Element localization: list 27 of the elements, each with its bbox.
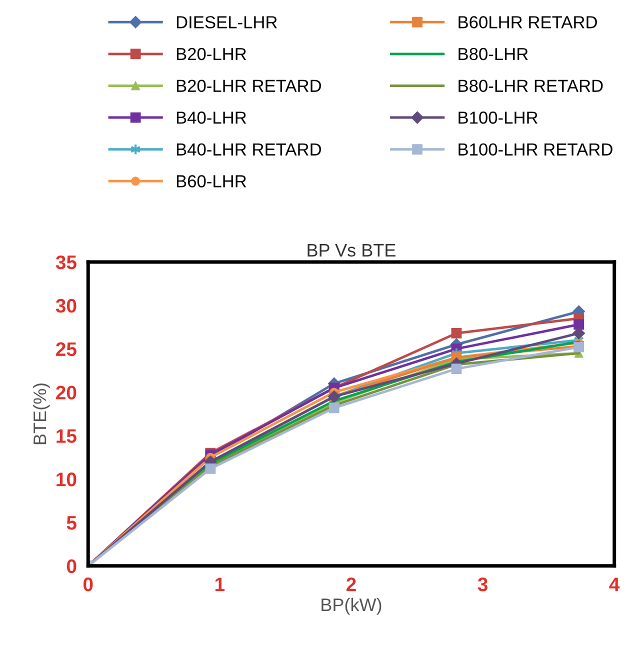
legend-label: B80-LHR [458, 48, 528, 60]
y-tick-label: 35 [56, 255, 76, 270]
legend-label: B20-LHR RETARD [176, 80, 321, 92]
x-tick-label: 4 [609, 578, 620, 592]
y-tick-label: 5 [66, 516, 76, 530]
x-axis-title: BP(kW) [322, 598, 382, 615]
legend-label: B100-LHR [458, 112, 538, 124]
y-tick-label: 25 [56, 342, 76, 356]
y-tick-label: 15 [56, 429, 76, 443]
chart-title: BP Vs BTE [308, 244, 396, 257]
y-tick-label: 10 [56, 472, 76, 486]
legend-label: B40-LHR [176, 112, 246, 124]
x-tick-label: 1 [216, 578, 225, 592]
legend-label: B60-LHR [176, 175, 246, 188]
legend-label: B20-LHR [176, 48, 246, 60]
y-tick-label: 20 [56, 386, 76, 400]
legend-label: DIESEL-LHR [176, 16, 277, 28]
legend-label: B40-LHR RETARD [176, 143, 321, 156]
y-axis-title: BTE(%) [33, 383, 50, 444]
y-tick-label: 0 [66, 559, 76, 574]
y-tick-label: 30 [56, 298, 76, 313]
legend-label: B80-LHR RETARD [458, 80, 603, 92]
x-tick-label: 0 [83, 578, 93, 592]
x-tick-label: 3 [478, 578, 488, 592]
legend-label: B60LHR RETARD [458, 16, 597, 28]
x-tick-label: 2 [346, 578, 356, 592]
legend-label: B100-LHR RETARD [458, 143, 612, 156]
